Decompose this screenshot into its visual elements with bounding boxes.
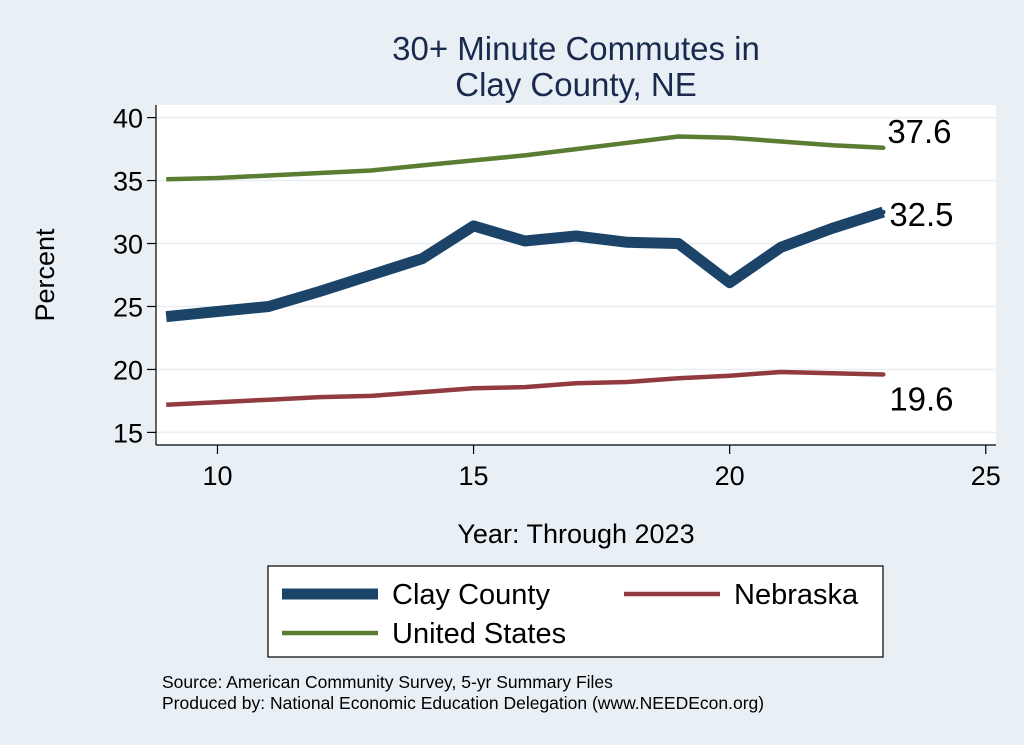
ticks: 15 20 25 30 35 40 10 15 20 25: [113, 104, 1001, 491]
series: [165, 134, 886, 407]
plot-area: [156, 105, 996, 445]
x-tick-label: 15: [459, 461, 489, 491]
x-tick-label: 10: [202, 461, 232, 491]
series-line-clay-county: [165, 206, 885, 323]
y-tick-label: 30: [113, 230, 143, 260]
series-end-point-nebraska: [881, 372, 886, 377]
x-tick-label: 25: [971, 461, 1001, 491]
series-end-point-united-states: [881, 145, 886, 151]
source-note: Source: American Community Survey, 5-yr …: [162, 672, 613, 692]
end-label-nebraska: 19.6: [889, 380, 953, 417]
grid: [156, 116, 996, 434]
y-tick-label: 15: [113, 418, 143, 448]
series-line-united-states: [166, 134, 884, 182]
y-tick-label: 35: [113, 167, 143, 197]
y-axis-label: Percent: [30, 228, 60, 322]
y-tick-label: 25: [113, 292, 143, 322]
y-tick-label: 40: [113, 104, 143, 134]
end-labels: 37.6 19.6 32.5: [887, 113, 953, 418]
legend-label-clay-county: Clay County: [392, 579, 550, 611]
series-end-point-clay-county: [881, 209, 886, 215]
legend-label-united-states: United States: [392, 618, 566, 650]
legend-label-nebraska: Nebraska: [734, 579, 859, 611]
axes: [155, 105, 996, 446]
x-tick-label: 20: [715, 461, 745, 491]
y-tick-label: 20: [113, 355, 143, 385]
end-label-united-states: 37.6: [887, 113, 951, 150]
end-label-clay-county: 32.5: [889, 196, 953, 233]
producer-note: Produced by: National Economic Education…: [162, 693, 764, 713]
legend: Clay County Nebraska United States: [267, 565, 884, 658]
legend-box: [267, 565, 884, 658]
series-line-nebraska: [166, 369, 884, 407]
x-axis-label: Year: Through 2023: [457, 519, 694, 549]
chart-title-line-1: 30+ Minute Commutes in: [392, 30, 760, 67]
chart-title-line-2: Clay County, NE: [455, 66, 696, 103]
